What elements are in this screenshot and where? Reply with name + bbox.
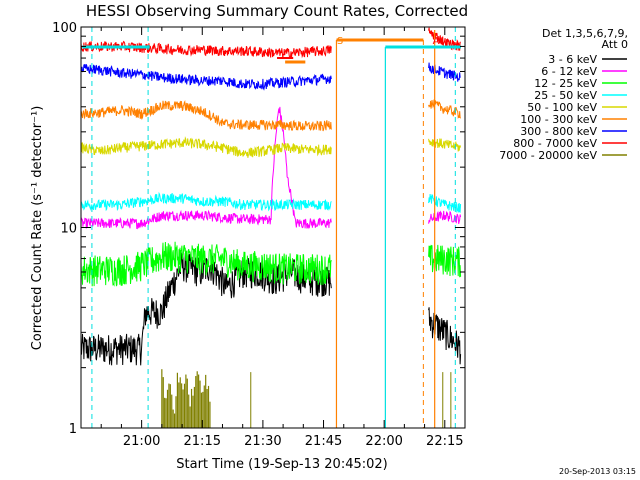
footer-timestamp: 20-Sep-2013 03:15	[559, 467, 636, 476]
x-tick-label: 21:45	[305, 434, 342, 449]
series-6	[80, 99, 462, 132]
y-tick-label: 1	[69, 422, 77, 437]
series-trace	[428, 138, 462, 152]
x-tick-label: 22:00	[365, 434, 402, 449]
series-4	[80, 191, 462, 213]
x-axis-label: Start Time (19-Sep-13 20:45:02)	[176, 457, 387, 472]
y-tick-label: 10	[60, 222, 77, 237]
series-7	[80, 62, 461, 91]
data-marks	[80, 27, 462, 428]
x-tick-label: 21:15	[184, 434, 221, 449]
series-5	[80, 136, 462, 158]
series-trace	[80, 64, 332, 91]
saa-flag-label: S	[337, 36, 343, 47]
legend-entry-label: 3 - 6 keV	[548, 53, 597, 66]
series-8	[80, 27, 461, 59]
series-trace	[428, 193, 462, 213]
legend-header: Det 1,3,5,6,7,9,	[542, 27, 628, 40]
series-trace	[80, 106, 332, 230]
legend-entry-label: 800 - 7000 keV	[513, 137, 597, 150]
attenuator-flag-label: A	[433, 36, 440, 47]
y-tick-label: 100	[52, 21, 77, 36]
y-axis-label: Corrected Count Rate (s⁻¹ detector⁻¹)	[30, 106, 45, 351]
legend-header: Att 0	[602, 38, 628, 51]
x-tick-label: 22:15	[426, 434, 463, 449]
series-trace	[428, 99, 462, 119]
series-2	[80, 106, 462, 230]
series-trace	[80, 191, 332, 212]
legend-entry-label: 100 - 300 keV	[520, 113, 597, 126]
series-trace	[428, 307, 462, 365]
legend-entry-label: 6 - 12 keV	[541, 65, 597, 78]
series-trace	[80, 136, 332, 158]
series-trace	[80, 40, 332, 59]
x-tick-label: 21:00	[123, 434, 160, 449]
x-tick-label: 21:30	[244, 434, 281, 449]
series-trace	[428, 244, 462, 278]
legend-entry-label: 25 - 50 keV	[534, 89, 597, 102]
series-9	[161, 369, 452, 428]
legend-entry-label: 50 - 100 keV	[527, 101, 597, 114]
legend-entry-label: 300 - 800 keV	[520, 125, 597, 138]
series-trace	[428, 210, 462, 225]
legend-entry-label: 12 - 25 keV	[534, 77, 597, 90]
series-trace	[80, 99, 332, 132]
series-trace	[80, 241, 332, 287]
chart-title: HESSI Observing Summary Count Rates, Cor…	[86, 2, 468, 20]
legend-entry-label: 7000 - 20000 keV	[499, 149, 597, 162]
series-trace	[428, 62, 461, 82]
series-3	[80, 241, 462, 287]
axes: 21:00 21:15 21:30 21:45 22:00 22:15 1 10 100	[52, 21, 466, 449]
